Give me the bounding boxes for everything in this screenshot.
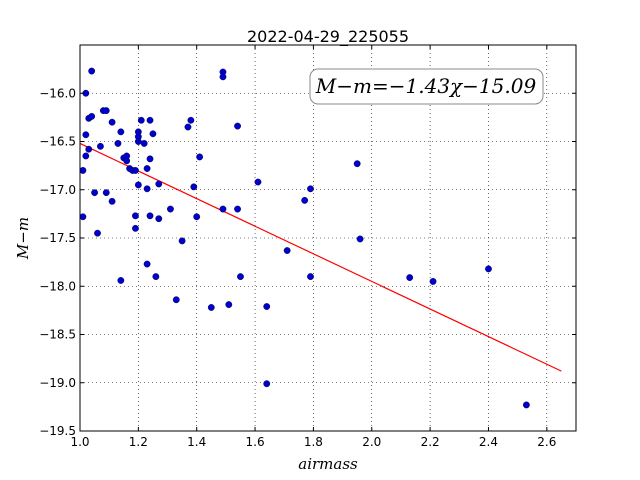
data-point: [117, 128, 125, 136]
data-point: [134, 138, 142, 145]
y-tick-label: −17.0: [39, 183, 76, 197]
data-point: [143, 185, 151, 193]
data-point: [523, 401, 530, 409]
x-tick-label: 1.2: [129, 435, 148, 449]
data-point: [88, 67, 96, 75]
data-point: [132, 224, 139, 232]
y-tick-label: −18.5: [39, 328, 76, 342]
data-point: [132, 212, 139, 220]
data-point: [207, 304, 215, 311]
data-point: [263, 303, 271, 310]
data-point: [301, 196, 309, 204]
data-point: [149, 130, 157, 138]
data-point: [88, 113, 96, 120]
data-point: [108, 118, 116, 126]
data-point: [79, 213, 87, 221]
x-tick-label: 2.0: [362, 435, 381, 449]
data-point: [155, 215, 163, 223]
data-point: [283, 247, 291, 254]
data-point: [485, 265, 492, 273]
data-point: [140, 140, 148, 147]
data-point: [114, 140, 122, 147]
data-point: [307, 185, 314, 193]
data-point: [234, 205, 241, 213]
data-point: [146, 212, 154, 220]
data-point: [263, 380, 271, 388]
data-point: [79, 167, 87, 174]
y-tick-label: −16.0: [39, 86, 76, 100]
data-point: [406, 274, 414, 281]
x-tick-label: 1.6: [246, 435, 265, 449]
x-tick-label: 1.0: [70, 435, 89, 449]
data-point: [143, 165, 151, 172]
y-tick-label: −16.5: [39, 135, 76, 149]
y-tick-label: −18.0: [39, 279, 76, 293]
data-point: [117, 277, 125, 284]
data-point: [85, 145, 93, 153]
data-point: [225, 301, 233, 308]
data-point: [187, 116, 195, 124]
x-tick-label: 1.8: [304, 435, 323, 449]
data-point: [137, 116, 145, 124]
data-point: [254, 178, 262, 186]
chart-title: 2022-04-29_225055: [247, 27, 409, 47]
data-point: [94, 229, 101, 237]
data-point: [82, 131, 90, 139]
data-point: [102, 107, 110, 115]
data-point: [82, 152, 90, 160]
equation-annotation-box: M−m=−1.43χ−15.09: [309, 68, 544, 105]
data-point: [219, 73, 227, 81]
data-point: [172, 296, 180, 304]
data-point: [134, 128, 142, 136]
x-tick-label: 2.4: [479, 435, 498, 449]
data-point: [178, 237, 186, 245]
data-point: [152, 273, 160, 280]
x-tick-label: 2.6: [537, 435, 556, 449]
data-point: [146, 116, 154, 124]
x-axis-ticks: 1.0 1.2 1.4 1.6 1.8 2.0 2.2 2.4 2.6: [70, 45, 556, 449]
y-axis-ticks: −16.0 −16.5 −17.0 −17.5 −18.0 −18.5 −19.0 −19.5: [39, 86, 576, 438]
data-point: [193, 213, 201, 221]
data-point: [184, 123, 192, 131]
data-point: [167, 205, 174, 213]
equation-annotation: M−m=−1.43χ−15.09: [315, 74, 537, 98]
data-point: [307, 273, 314, 280]
data-point: [196, 153, 204, 161]
data-point: [190, 183, 198, 191]
data-point: [97, 142, 104, 150]
y-tick-label: −17.5: [39, 231, 76, 245]
x-tick-label: 1.4: [187, 435, 206, 449]
data-point: [237, 273, 244, 280]
data-point: [353, 160, 361, 168]
data-point: [134, 181, 142, 189]
y-tick-label: −19.0: [39, 376, 76, 390]
data-point: [91, 189, 98, 197]
data-point: [132, 167, 139, 174]
data-points: [79, 67, 530, 409]
data-point: [219, 205, 227, 213]
x-axis-label: airmass: [298, 455, 358, 473]
data-point: [143, 260, 151, 268]
data-point: [102, 189, 110, 197]
data-point: [356, 235, 364, 243]
data-point: [108, 197, 116, 205]
data-point: [123, 157, 131, 165]
y-axis-label: M−m: [14, 217, 32, 260]
data-point: [146, 155, 154, 163]
data-point: [155, 180, 163, 188]
data-point: [234, 122, 241, 130]
x-tick-label: 2.2: [421, 435, 440, 449]
y-tick-label: −19.5: [39, 424, 76, 438]
data-point: [429, 278, 437, 285]
